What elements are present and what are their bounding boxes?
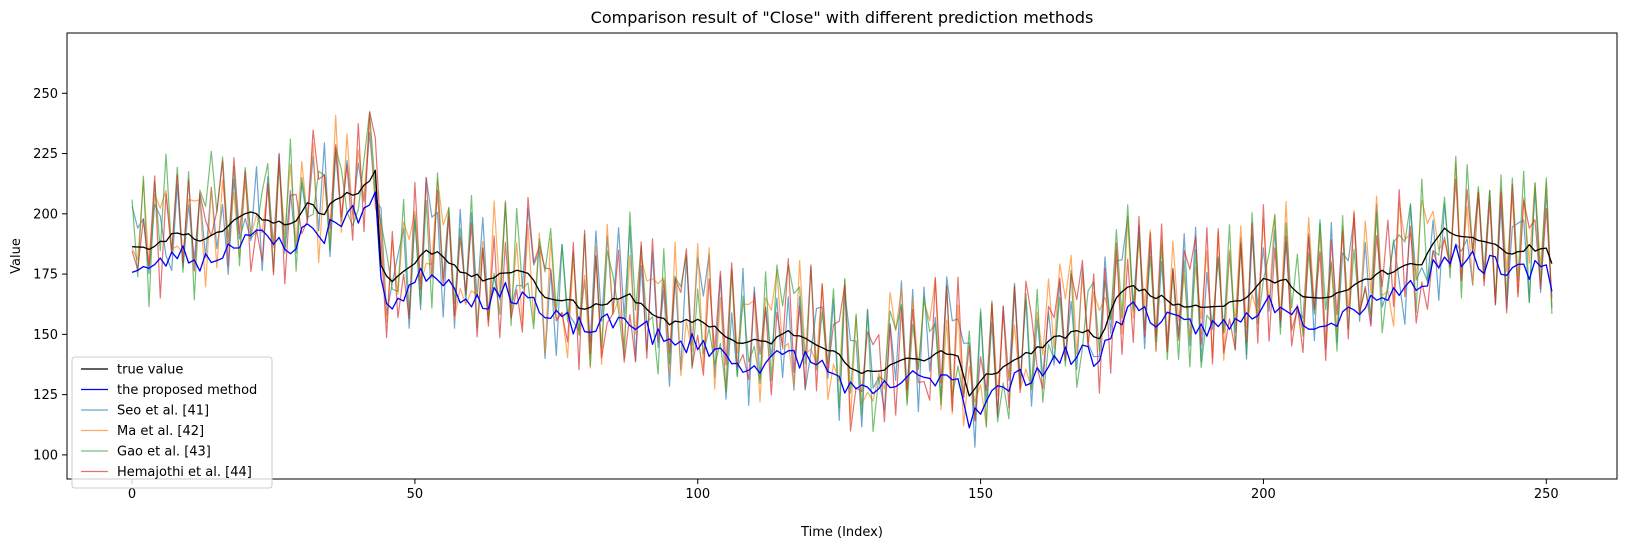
legend-label-5: Hemajothi et al. [44] xyxy=(117,465,252,480)
legend-label-3: Ma et al. [42] xyxy=(117,424,204,439)
y-tick-label-2: 150 xyxy=(33,328,58,343)
x-tick-label-3: 150 xyxy=(968,487,993,502)
x-tick-label-4: 200 xyxy=(1251,487,1276,502)
series-line-1 xyxy=(131,191,1553,429)
x-axis-label: Time (Index) xyxy=(800,525,883,540)
x-tick-label-2: 100 xyxy=(685,487,710,502)
y-tick-label-6: 250 xyxy=(33,87,58,102)
series-line-5 xyxy=(131,111,1553,432)
x-tick-label-0: 0 xyxy=(128,487,136,502)
plot-series-group xyxy=(131,111,1553,448)
legend-label-4: Gao et al. [43] xyxy=(117,445,211,460)
series-line-0 xyxy=(132,169,1553,397)
y-axis-label: Value xyxy=(9,238,24,274)
x-tick-label-1: 50 xyxy=(407,487,424,502)
y-tick-label-0: 100 xyxy=(33,448,58,463)
y-tick-label-1: 125 xyxy=(33,388,58,403)
legend-box xyxy=(71,356,273,489)
y-tick-label-3: 175 xyxy=(33,268,58,283)
y-tick-label-4: 200 xyxy=(33,207,58,222)
y-tick-label-5: 225 xyxy=(33,147,58,162)
legend-label-0: true value xyxy=(117,363,183,378)
legend-label-2: Seo et al. [41] xyxy=(117,404,209,419)
plot-frame xyxy=(66,32,1618,480)
legend-label-1: the proposed method xyxy=(117,383,257,398)
x-tick-label-5: 250 xyxy=(1534,487,1559,502)
legend: true value the proposed method Seo et al. … xyxy=(71,356,273,489)
x-axis-ticks: 0 50 100 150 200 250 xyxy=(128,479,1559,502)
chart-title: Comparison result of "Close" with differ… xyxy=(591,8,1094,27)
y-axis-ticks: 100 125 150 175 200 225 250 xyxy=(33,87,67,463)
